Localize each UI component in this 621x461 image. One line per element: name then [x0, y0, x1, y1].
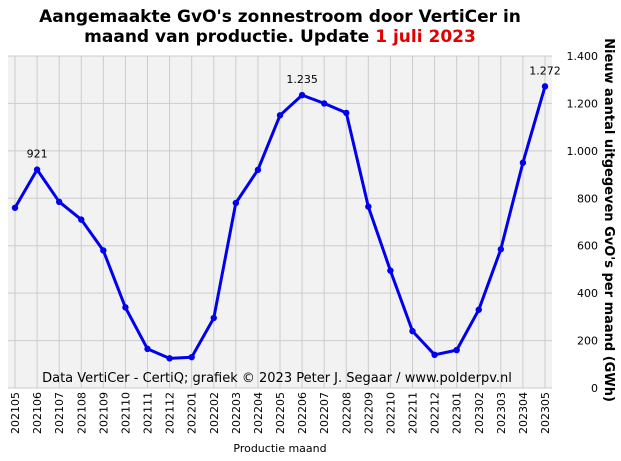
x-tick-label: 202112: [164, 392, 177, 434]
data-point: [409, 327, 416, 335]
data-point: [519, 159, 527, 166]
data-point: [387, 267, 394, 274]
x-tick-label: 202107: [53, 392, 66, 434]
x-tick-label: 202305: [539, 392, 552, 434]
x-tick-label: 202111: [142, 392, 155, 434]
x-tick-label: 202105: [9, 392, 22, 434]
data-point: [254, 166, 262, 174]
y-tick-label: 1.200: [567, 97, 599, 110]
data-point: [343, 109, 350, 117]
data-point: [497, 246, 505, 253]
x-tick-label: 202108: [75, 392, 88, 434]
chart-title-line-2: maand van productie. Update 1 juli 2023: [84, 27, 476, 47]
data-label: 1.272: [529, 64, 561, 77]
x-tick-label: 202303: [495, 392, 508, 434]
x-tick-label: 202211: [407, 392, 420, 434]
data-point: [365, 203, 372, 210]
chart-title-line-2-prefix: maand van productie. Update: [84, 27, 375, 47]
data-point: [166, 355, 173, 362]
x-tick-label: 202304: [517, 392, 530, 434]
data-point: [78, 216, 85, 223]
data-point: [541, 83, 549, 90]
data-point: [33, 166, 41, 173]
x-tick-label: 202110: [119, 392, 132, 434]
data-labels: 921 1.235 1.272: [27, 64, 561, 160]
chart-title-update-date: 1 juli 2023: [375, 27, 476, 47]
data-point: [320, 100, 328, 107]
y-tick-label: 600: [577, 240, 598, 253]
x-tick-label: 202212: [429, 392, 442, 434]
data-point: [431, 351, 438, 358]
x-tick-label: 202302: [473, 392, 486, 434]
x-tick-label: 202203: [230, 392, 243, 434]
y-axis-ticks: 0 200 400 600 800 1.000 1.200 1.400: [567, 50, 599, 395]
data-point: [276, 112, 284, 119]
data-label: 921: [27, 148, 48, 161]
x-tick-label: 202208: [340, 392, 353, 434]
grid-lines: [8, 55, 552, 389]
x-tick-label: 202206: [296, 392, 309, 434]
x-tick-label: 202204: [252, 392, 265, 434]
data-point: [188, 353, 195, 361]
data-point: [210, 314, 217, 322]
data-point: [55, 198, 63, 206]
x-tick-label: 202210: [384, 392, 397, 434]
data-point: [453, 346, 460, 354]
data-points: [11, 83, 549, 362]
data-point: [144, 345, 151, 353]
x-tick-label: 202202: [208, 392, 221, 434]
x-tick-label: 202209: [362, 392, 375, 434]
x-axis-ticks: 202105 202106 202107 202108 202109 202110 2021…: [9, 392, 552, 434]
credit-text: Data VertiCer - CertiQ; grafiek © 2023 P…: [42, 371, 512, 386]
x-tick-label: 202106: [31, 392, 44, 434]
x-tick-label: 202201: [186, 392, 199, 434]
y-tick-label: 200: [577, 335, 598, 348]
chart-title-line-1: Aangemaakte GvO's zonnestroom door Verti…: [39, 7, 521, 27]
data-point: [100, 247, 107, 254]
data-point: [11, 204, 19, 211]
y-tick-label: 1.000: [567, 145, 599, 158]
x-axis-label: Productie maand: [233, 442, 326, 455]
y-tick-label: 400: [577, 287, 598, 300]
x-tick-label: 202205: [274, 392, 287, 434]
data-point: [475, 306, 482, 313]
x-tick-label: 202207: [318, 392, 331, 434]
x-tick-label: 202301: [451, 392, 464, 434]
data-label: 1.235: [286, 73, 318, 86]
y-axis-label: Nieuw aantal uitgegeven GvO's per maand …: [601, 38, 616, 402]
y-tick-label: 1.400: [567, 50, 599, 63]
data-point: [298, 91, 306, 99]
y-tick-label: 0: [591, 382, 598, 395]
data-point: [232, 199, 240, 207]
x-tick-label: 202109: [97, 392, 110, 434]
y-tick-label: 800: [577, 192, 598, 205]
data-point: [122, 304, 129, 311]
